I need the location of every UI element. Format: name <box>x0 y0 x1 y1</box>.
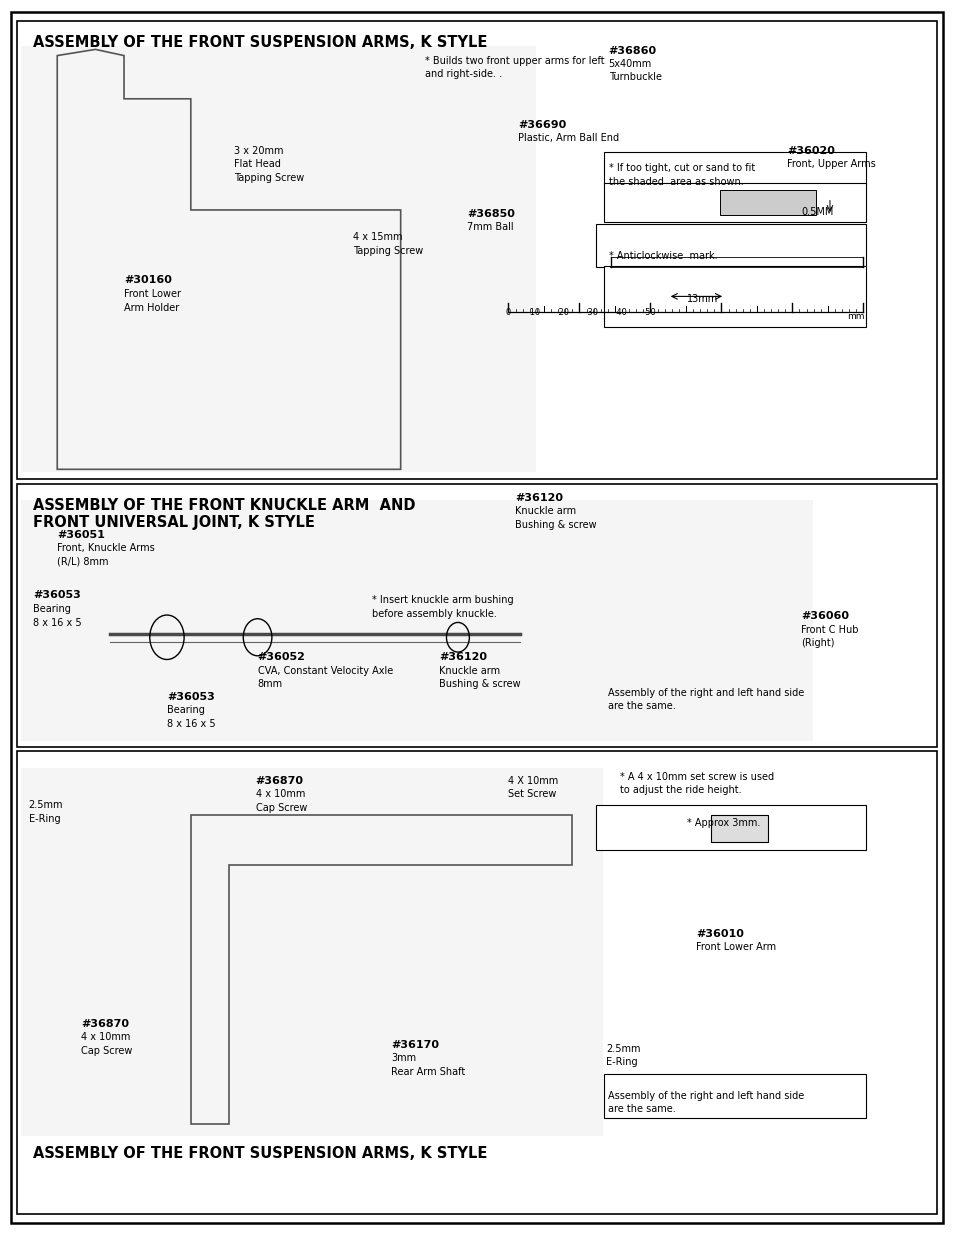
Text: #36052: #36052 <box>257 652 305 662</box>
Text: 7mm Ball: 7mm Ball <box>467 222 514 232</box>
Text: are the same.: are the same. <box>607 701 675 711</box>
Text: Assembly of the right and left hand side: Assembly of the right and left hand side <box>607 1091 803 1100</box>
Text: before assembly knuckle.: before assembly knuckle. <box>372 609 497 619</box>
Text: 8 x 16 x 5: 8 x 16 x 5 <box>33 618 82 627</box>
Text: Arm Holder: Arm Holder <box>124 303 179 312</box>
Text: #36860: #36860 <box>608 46 656 56</box>
Text: 8mm: 8mm <box>257 679 282 689</box>
Text: Front C Hub: Front C Hub <box>801 625 858 635</box>
Bar <box>603 183 865 222</box>
Text: 0.5MM: 0.5MM <box>801 207 833 217</box>
Text: ASSEMBLY OF THE FRONT SUSPENSION ARMS, K STYLE: ASSEMBLY OF THE FRONT SUSPENSION ARMS, K… <box>33 35 487 49</box>
Bar <box>21 500 812 741</box>
Bar <box>720 190 815 215</box>
Text: CVA, Constant Velocity Axle: CVA, Constant Velocity Axle <box>257 666 393 676</box>
Bar <box>596 224 865 267</box>
Text: E-Ring: E-Ring <box>29 814 60 824</box>
Text: Bushing & screw: Bushing & screw <box>515 520 597 530</box>
Text: Rear Arm Shaft: Rear Arm Shaft <box>391 1067 465 1077</box>
Text: 5x40mm: 5x40mm <box>608 59 651 69</box>
Text: Front, Knuckle Arms: Front, Knuckle Arms <box>57 543 154 553</box>
Bar <box>710 815 767 842</box>
Text: 4 x 10mm: 4 x 10mm <box>81 1032 131 1042</box>
Text: #36870: #36870 <box>81 1019 129 1029</box>
Text: Bearing: Bearing <box>167 705 205 715</box>
Text: #36053: #36053 <box>33 590 81 600</box>
Text: Knuckle arm: Knuckle arm <box>438 666 499 676</box>
Text: * A 4 x 10mm set screw is used: * A 4 x 10mm set screw is used <box>619 772 774 782</box>
Text: #36120: #36120 <box>515 493 562 503</box>
Text: #36053: #36053 <box>167 692 214 701</box>
Text: Set Screw: Set Screw <box>508 789 557 799</box>
Text: #36170: #36170 <box>391 1040 438 1050</box>
Bar <box>603 266 865 327</box>
Text: * If too tight, cut or sand to fit: * If too tight, cut or sand to fit <box>608 163 754 173</box>
Text: and right-side. .: and right-side. . <box>424 69 501 79</box>
Text: 8 x 16 x 5: 8 x 16 x 5 <box>167 719 215 729</box>
Text: Flat Head: Flat Head <box>233 159 280 169</box>
Text: * Approx 3mm.: * Approx 3mm. <box>686 818 760 827</box>
Text: * Builds two front upper arms for left: * Builds two front upper arms for left <box>424 56 603 65</box>
Text: E-Ring: E-Ring <box>605 1057 637 1067</box>
Text: Bearing: Bearing <box>33 604 71 614</box>
Text: #36010: #36010 <box>696 929 743 939</box>
Bar <box>17 484 936 747</box>
Text: 4 x 15mm: 4 x 15mm <box>353 232 402 242</box>
Text: #36051: #36051 <box>57 530 105 540</box>
Text: 2.5mm: 2.5mm <box>29 800 63 810</box>
Text: 0       10       20       30       40       50: 0 10 20 30 40 50 <box>505 308 655 316</box>
Text: Front Lower: Front Lower <box>124 289 181 299</box>
Text: Plastic, Arm Ball End: Plastic, Arm Ball End <box>517 133 618 143</box>
Text: * Insert knuckle arm bushing: * Insert knuckle arm bushing <box>372 595 513 605</box>
Text: #36060: #36060 <box>801 611 848 621</box>
Text: (Right): (Right) <box>801 638 834 648</box>
Text: #36120: #36120 <box>438 652 486 662</box>
Text: ASSEMBLY OF THE FRONT SUSPENSION ARMS, K STYLE: ASSEMBLY OF THE FRONT SUSPENSION ARMS, K… <box>33 1146 487 1161</box>
Text: the shaded  area as shown.: the shaded area as shown. <box>608 177 742 186</box>
Text: 4 x 10mm: 4 x 10mm <box>255 789 305 799</box>
Bar <box>21 46 536 472</box>
Bar <box>21 768 602 1136</box>
Text: 3 x 20mm: 3 x 20mm <box>233 146 283 156</box>
Bar <box>603 152 865 185</box>
Text: Bushing & screw: Bushing & screw <box>438 679 520 689</box>
Text: Front, Upper Arms: Front, Upper Arms <box>786 159 875 169</box>
Text: mm: mm <box>846 312 863 321</box>
Text: #36850: #36850 <box>467 209 515 219</box>
Text: (R/L) 8mm: (R/L) 8mm <box>57 557 109 567</box>
Bar <box>17 21 936 479</box>
Bar <box>596 805 865 850</box>
Text: 4 X 10mm: 4 X 10mm <box>508 776 558 785</box>
Text: 3mm: 3mm <box>391 1053 416 1063</box>
Text: Turnbuckle: Turnbuckle <box>608 72 661 82</box>
Text: Tapping Screw: Tapping Screw <box>233 173 304 183</box>
Text: Tapping Screw: Tapping Screw <box>353 246 423 256</box>
Text: Knuckle arm: Knuckle arm <box>515 506 576 516</box>
Text: 2.5mm: 2.5mm <box>605 1044 639 1053</box>
Text: #36690: #36690 <box>517 120 566 130</box>
Text: Front Lower Arm: Front Lower Arm <box>696 942 776 952</box>
Text: Assembly of the right and left hand side: Assembly of the right and left hand side <box>607 688 803 698</box>
Text: #36020: #36020 <box>786 146 834 156</box>
Bar <box>17 751 936 1214</box>
Text: Cap Screw: Cap Screw <box>81 1046 132 1056</box>
Bar <box>603 1074 865 1118</box>
Text: 13mm: 13mm <box>686 294 718 304</box>
Text: ASSEMBLY OF THE FRONT KNUCKLE ARM  AND
FRONT UNIVERSAL JOINT, K STYLE: ASSEMBLY OF THE FRONT KNUCKLE ARM AND FR… <box>33 498 416 530</box>
Text: to adjust the ride height.: to adjust the ride height. <box>619 785 740 795</box>
Text: are the same.: are the same. <box>607 1104 675 1114</box>
Text: #30160: #30160 <box>124 275 172 285</box>
Text: * Anticlockwise  mark.: * Anticlockwise mark. <box>608 251 717 261</box>
Text: #36870: #36870 <box>255 776 303 785</box>
Text: Cap Screw: Cap Screw <box>255 803 307 813</box>
